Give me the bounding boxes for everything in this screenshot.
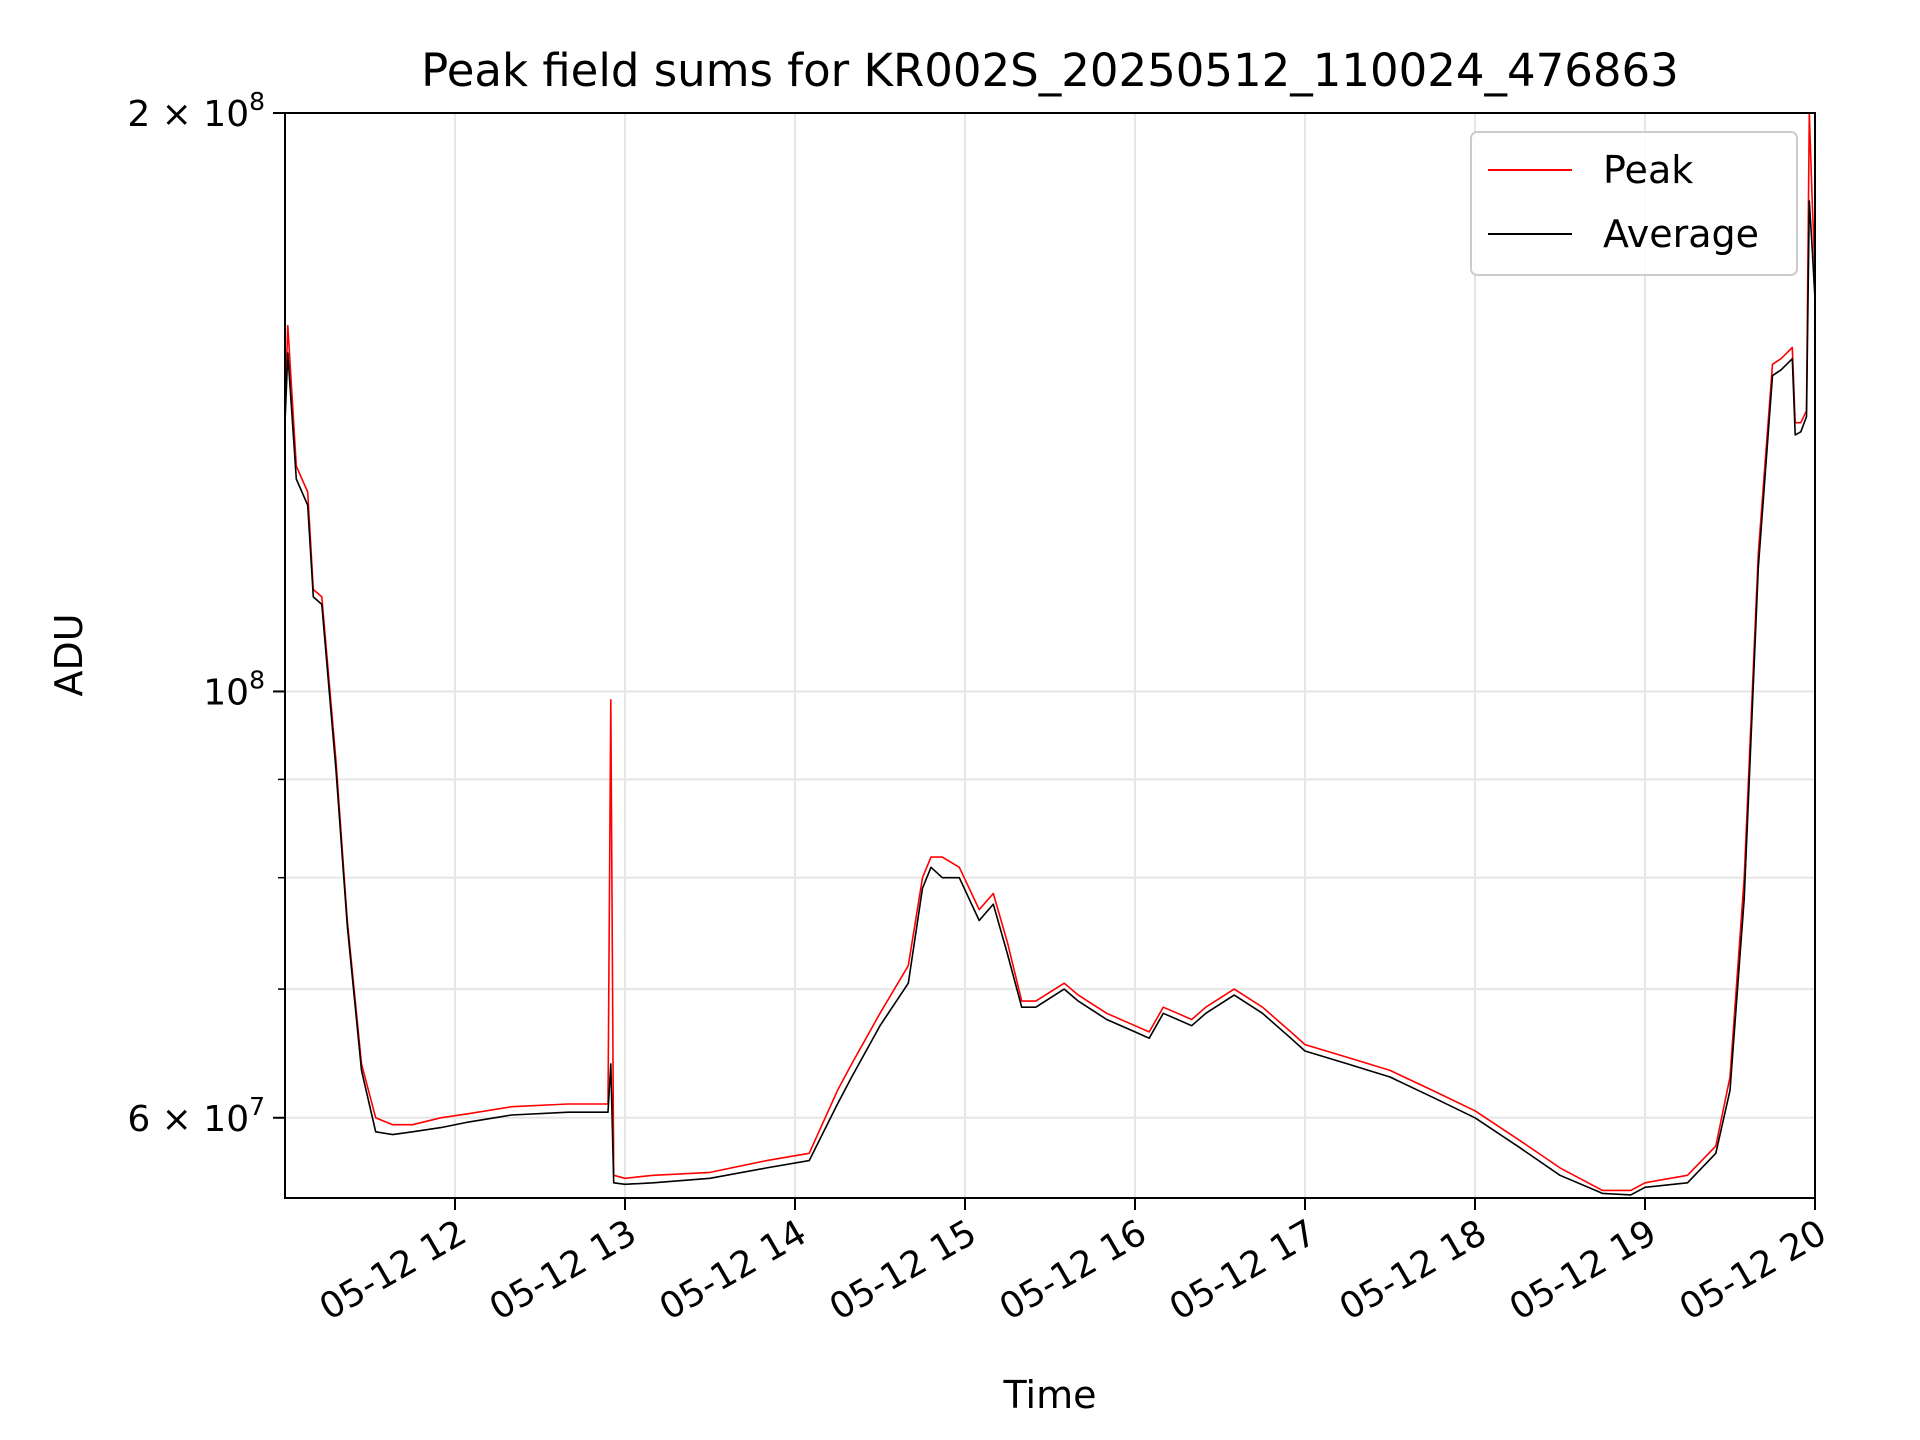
legend-box [1470,131,1798,276]
x-tick-label: 05-12 15 [823,1212,984,1328]
y-axis-ticks: 108 2 × 108 6 × 107 [127,87,285,1140]
x-tick-label: 05-12 19 [1503,1212,1664,1328]
series-line-average [284,200,1816,1196]
legend-label-average: Average [1603,212,1759,256]
x-tick-label: 05-12 13 [483,1212,644,1328]
series-line-peak [284,112,1816,1192]
y-tick-label: 108 [203,665,265,713]
x-tick-label: 05-12 16 [993,1212,1154,1328]
x-tick-label: 05-12 20 [1673,1212,1834,1328]
x-tick-label: 05-12 17 [1163,1212,1324,1328]
y-axis-label: ADU [47,613,91,696]
y-tick-label: 6 × 107 [127,1092,265,1140]
series-layer [284,112,1816,1196]
chart-title: Peak field sums for KR002S_20250512_1100… [421,44,1679,97]
x-tick-label: 05-12 14 [653,1212,814,1328]
x-tick-label: 05-12 18 [1333,1212,1494,1328]
x-axis-label: Time [1003,1373,1097,1417]
legend: Peak Average [1470,131,1798,276]
x-axis-ticks: 05-12 12 05-12 13 05-12 14 05-12 15 05-12 16… [313,1198,1834,1329]
legend-label-peak: Peak [1603,148,1693,192]
y-tick-label: 2 × 108 [127,87,265,135]
plot-frame [284,112,1816,1199]
x-tick-label: 05-12 12 [313,1212,474,1328]
